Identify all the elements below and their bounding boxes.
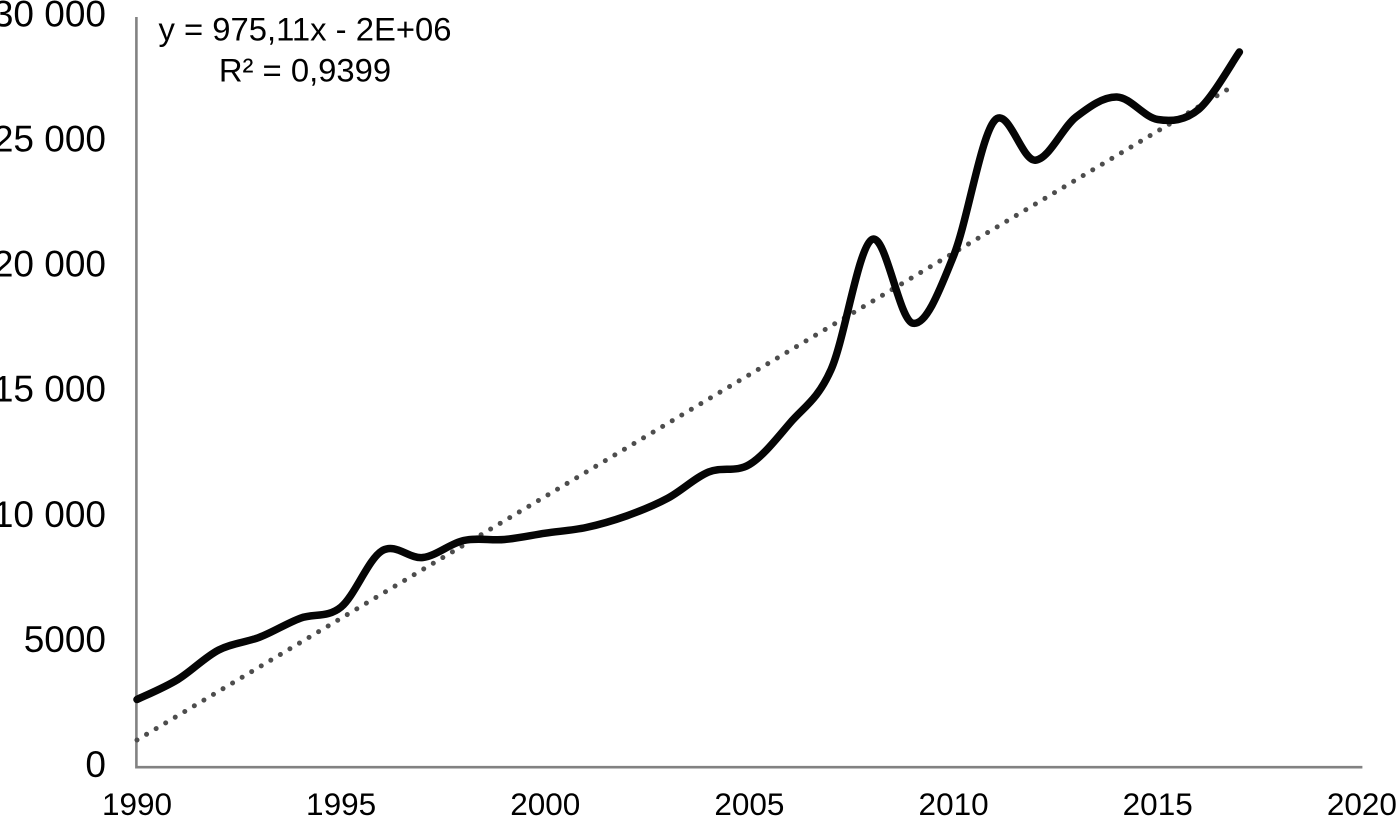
svg-text:2020: 2020 [1327,786,1397,822]
svg-text:5000: 5000 [24,619,106,660]
svg-text:2010: 2010 [919,786,989,822]
svg-text:2015: 2015 [1123,786,1193,822]
svg-text:1995: 1995 [306,786,376,822]
svg-text:2005: 2005 [714,786,784,822]
svg-text:30 000: 30 000 [0,0,106,34]
svg-text:0: 0 [85,744,106,785]
svg-text:1990: 1990 [102,786,172,822]
svg-text:15 000: 15 000 [0,369,106,410]
svg-text:2000: 2000 [510,786,580,822]
svg-text:R² = 0,9399: R² = 0,9399 [219,51,391,88]
svg-text:20 000: 20 000 [0,244,106,285]
svg-text:25 000: 25 000 [0,119,106,160]
svg-text:y = 975,11x - 2E+06: y = 975,11x - 2E+06 [159,11,452,48]
svg-text:10 000: 10 000 [0,494,106,535]
